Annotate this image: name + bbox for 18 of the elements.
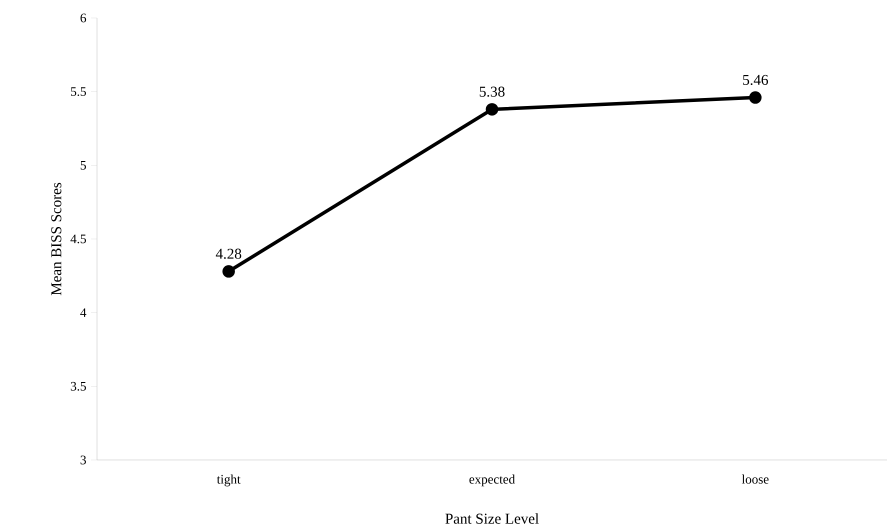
y-tick-label: 6: [80, 14, 86, 22]
y-tick-label: 5.5: [70, 87, 86, 96]
data-label: 5.46: [743, 74, 768, 86]
y-tick-label: 4: [80, 308, 86, 317]
x-tick-label: tight: [216, 474, 241, 486]
point: [222, 265, 235, 278]
data-label: 5.38: [480, 86, 505, 97]
x-tick-label: expected: [469, 474, 515, 486]
x-axis-title: Pant Size Level: [445, 513, 539, 524]
y-tick-label: 4.5: [70, 234, 86, 244]
point: [749, 91, 762, 104]
data-label: 4.28: [216, 248, 242, 259]
x-tick-label: loose: [742, 474, 769, 484]
y-tick-label: 3.5: [70, 382, 86, 391]
y-axis-title: Mean BISS Scores: [51, 182, 62, 296]
y-tick-label: 3: [80, 456, 86, 464]
y-tick-label: 5: [80, 160, 86, 170]
point: [486, 103, 498, 116]
